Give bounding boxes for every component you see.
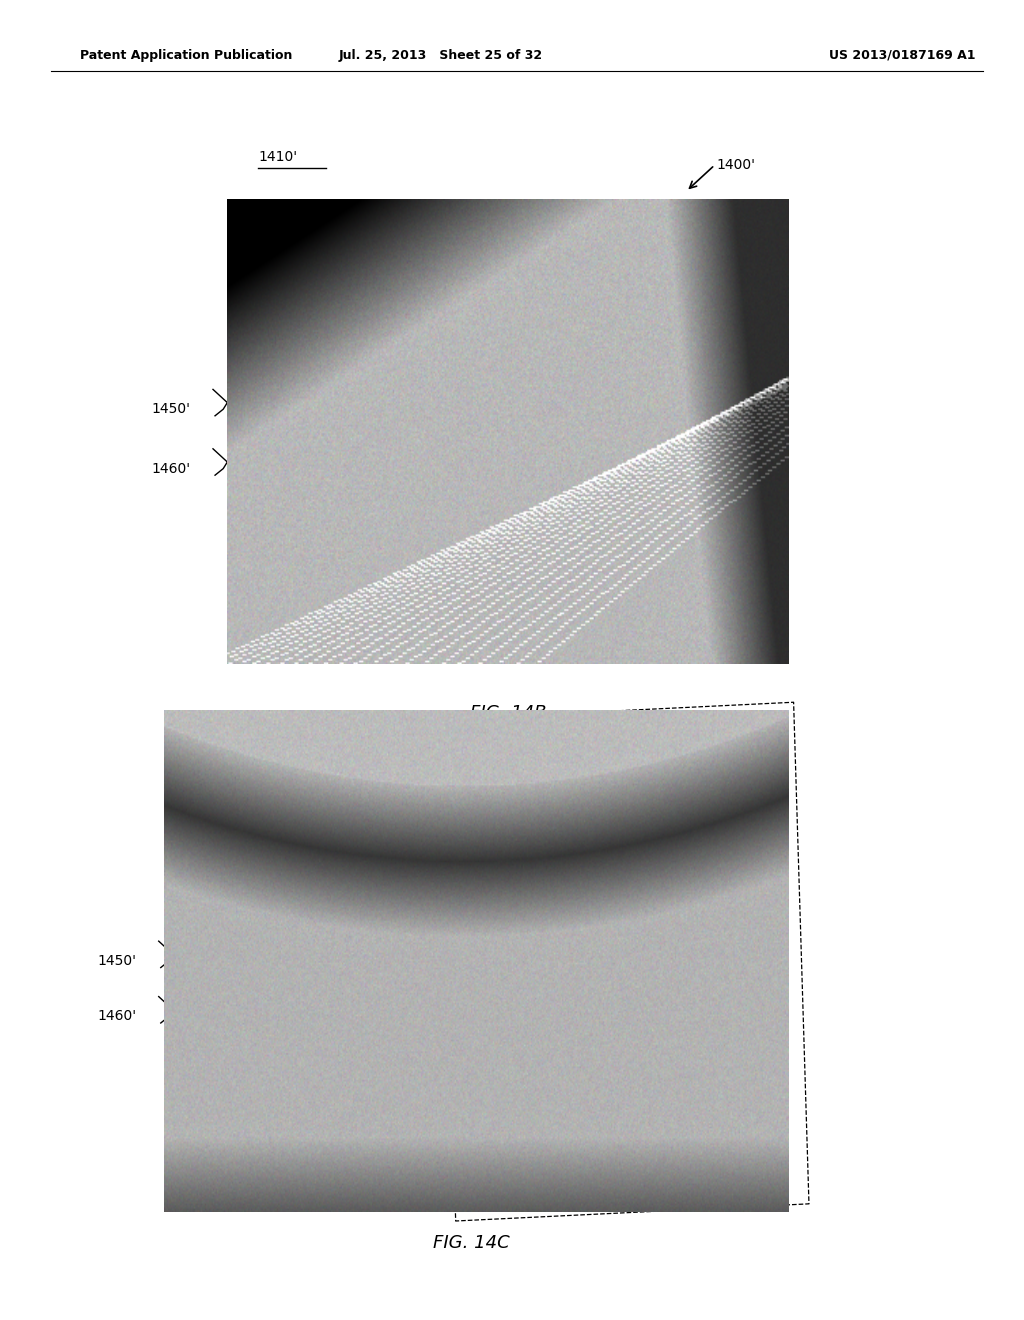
Text: Jul. 25, 2013   Sheet 25 of 32: Jul. 25, 2013 Sheet 25 of 32 — [338, 49, 543, 62]
Text: FIG. 14B: FIG. 14B — [470, 704, 546, 722]
Text: US 2013/0187169 A1: US 2013/0187169 A1 — [829, 49, 976, 62]
Text: 1410": 1410" — [190, 719, 232, 734]
Text: 1480': 1480' — [717, 851, 756, 865]
Text: 1470': 1470' — [717, 244, 756, 257]
Text: 1410': 1410' — [258, 149, 297, 164]
Text: FIG. 14C: FIG. 14C — [433, 1234, 509, 1253]
Text: 1400": 1400" — [717, 722, 759, 735]
Text: 1450': 1450' — [152, 403, 190, 416]
Text: 1460': 1460' — [152, 462, 190, 475]
Text: Patent Application Publication: Patent Application Publication — [80, 49, 292, 62]
Text: 1460': 1460' — [97, 1010, 136, 1023]
Text: 1400': 1400' — [717, 158, 756, 172]
Text: 1450': 1450' — [97, 954, 136, 968]
